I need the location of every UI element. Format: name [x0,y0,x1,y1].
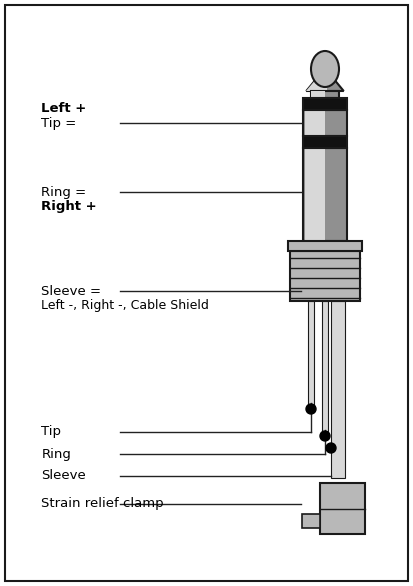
Bar [290,251,360,301]
Bar [303,98,347,110]
Bar [331,301,345,478]
Text: Left +: Left + [41,102,87,115]
Bar [311,91,325,98]
Ellipse shape [311,51,339,87]
Text: Left -, Right -, Cable Shield: Left -, Right -, Cable Shield [41,299,209,312]
Bar [302,515,320,528]
Text: Sleeve: Sleeve [41,469,86,482]
Bar [320,483,365,534]
Bar [303,136,347,148]
Circle shape [320,431,330,441]
Text: Ring =: Ring = [41,186,86,199]
Bar [303,110,347,136]
Circle shape [306,404,316,414]
Bar [288,241,362,251]
Text: Tip =: Tip = [41,117,76,130]
Text: Sleeve =: Sleeve = [41,285,101,298]
Bar [311,91,339,98]
Circle shape [326,443,336,453]
Bar [305,110,325,136]
Polygon shape [306,78,344,91]
Text: Ring: Ring [41,448,71,461]
Bar [303,148,347,241]
Bar [308,301,314,411]
Text: Right +: Right + [41,200,97,213]
Text: Tip: Tip [41,425,61,438]
Text: Strain relief clamp: Strain relief clamp [41,498,164,510]
Polygon shape [306,78,327,91]
Bar [322,301,328,438]
Bar [305,148,325,241]
